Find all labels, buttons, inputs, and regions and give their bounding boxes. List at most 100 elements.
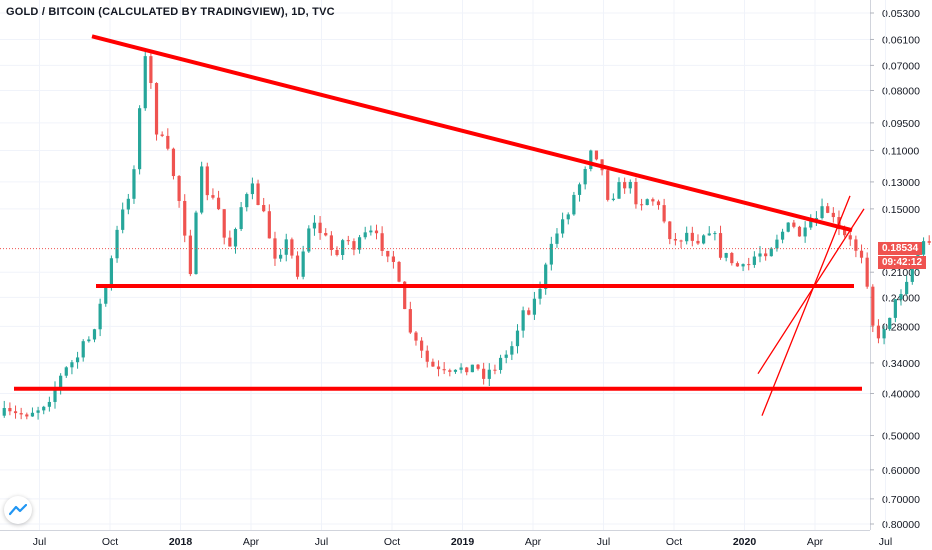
x-tick-label: Oct [666, 536, 682, 548]
trend-line-rising-line-2[interactable] [761, 195, 851, 416]
candle-body [476, 364, 480, 369]
candle-body [718, 233, 723, 258]
candle-body [374, 230, 379, 234]
candle-body [132, 169, 136, 199]
candle-body [200, 166, 204, 213]
trend-line-rising-line-1[interactable] [757, 208, 865, 375]
candle-body [662, 205, 666, 222]
candle-body [295, 255, 300, 277]
candle-body [780, 231, 785, 240]
candle-body [397, 261, 401, 282]
candle-body [301, 251, 305, 277]
bar-countdown-badge: 09:42:12 [878, 255, 927, 269]
candle-body [786, 222, 790, 232]
candle-body [702, 235, 706, 244]
candle-body [391, 256, 396, 262]
y-tick-label: 0.15000 [882, 204, 920, 216]
y-tick-label: 0.09500 [882, 118, 920, 130]
candle-body [651, 199, 655, 202]
candle-body [589, 150, 593, 170]
candle-body [538, 288, 542, 299]
candle-body [183, 200, 187, 236]
candle-body [341, 240, 345, 256]
price-axis-bg[interactable] [870, 0, 932, 550]
candle-body [329, 235, 333, 250]
candle-body [482, 368, 486, 379]
candle-body [707, 233, 711, 236]
candle-body [75, 357, 80, 363]
candle-body [47, 401, 51, 407]
candle-body [273, 238, 277, 259]
candle-body [216, 197, 221, 210]
candle-body [205, 166, 209, 196]
candle-body [420, 340, 424, 351]
candle-body [307, 228, 311, 252]
candle-body [521, 310, 525, 331]
candle-body [431, 361, 435, 367]
x-tick-label: 2019 [451, 536, 475, 548]
y-tick-label: 0.34000 [882, 358, 920, 370]
last-price-badge: 0.18534 [878, 241, 923, 255]
candle-body [25, 414, 29, 417]
candle-body [730, 253, 734, 264]
candle-body [442, 369, 446, 371]
candle-body [510, 346, 514, 355]
x-tick-label: 2018 [169, 536, 193, 548]
candle-body [493, 369, 497, 371]
candle-body [893, 299, 897, 318]
candle-body [386, 250, 390, 257]
candle-body [160, 134, 164, 136]
candle-body [138, 108, 142, 170]
candle-body [104, 287, 108, 304]
candle-body [262, 205, 266, 212]
candle-body [899, 294, 903, 300]
candle-body [561, 219, 565, 234]
candle-body [211, 195, 215, 198]
candle-body [927, 241, 931, 243]
y-tick-label: 0.50000 [882, 431, 920, 443]
candle-body [92, 329, 97, 340]
candle-body [871, 286, 875, 326]
candle-body [2, 407, 6, 416]
candle-body [109, 258, 114, 288]
candle-body [194, 212, 198, 275]
candle-body [527, 310, 531, 315]
candle-body [764, 253, 768, 257]
candle-body [549, 243, 553, 265]
y-tick-label: 0.60000 [882, 465, 920, 477]
candle-body [115, 229, 119, 259]
candle-body [352, 241, 356, 250]
candle-body [53, 388, 57, 402]
candle-body [905, 281, 909, 295]
candle-body [532, 298, 537, 315]
candle-body [617, 182, 621, 199]
candle-body [504, 354, 508, 358]
candle-body [611, 198, 615, 200]
candle-body [436, 366, 441, 370]
candle-body [921, 241, 926, 255]
candle-body [81, 341, 85, 358]
y-tick-label: 0.06100 [882, 34, 920, 46]
candle-body [606, 170, 610, 200]
candle-body [166, 135, 170, 149]
candle-body [685, 232, 689, 242]
candle-body [290, 239, 294, 256]
candle-body [171, 148, 176, 177]
candle-body [149, 56, 153, 84]
candle-body [735, 263, 740, 267]
logo-icon [9, 504, 27, 516]
candle-body [239, 207, 243, 230]
y-tick-label: 0.28000 [882, 321, 920, 333]
candle-body [363, 232, 367, 238]
x-tick-label: Jul [315, 536, 328, 548]
candle-body [279, 254, 283, 259]
trend-line-descending-resistance[interactable] [91, 34, 853, 233]
x-tick-label: Jul [33, 536, 46, 548]
candle-body [369, 230, 373, 233]
tradingview-logo[interactable] [4, 496, 32, 524]
candle-body [628, 181, 632, 189]
x-tick-label: Apr [243, 536, 260, 548]
candle-body [465, 367, 469, 373]
candle-body [888, 317, 892, 330]
